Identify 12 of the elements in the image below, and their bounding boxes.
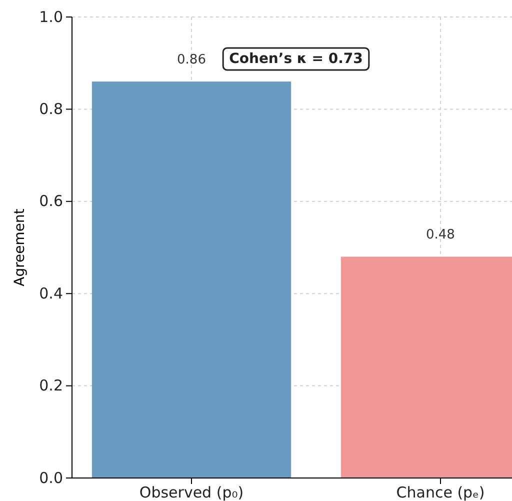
y-tick-label: 1.0 (39, 8, 63, 26)
y-tick-label: 0.4 (39, 284, 63, 302)
x-tick-label: Chance (pₑ) (396, 484, 485, 501)
annotation: Cohen’s κ = 0.73 (229, 51, 363, 67)
data-label: 0.48 (426, 228, 455, 243)
y-tick-label: 0.2 (39, 376, 63, 395)
y-tick-label: 0.0 (39, 468, 63, 487)
data-label: 0.86 (177, 52, 206, 68)
y-tick-label: 0.8 (39, 100, 63, 118)
y-axis-title: Agreement (12, 208, 28, 286)
x-tick-label: Observed (p₀) (139, 484, 244, 501)
y-tick-label: 0.6 (39, 192, 63, 210)
